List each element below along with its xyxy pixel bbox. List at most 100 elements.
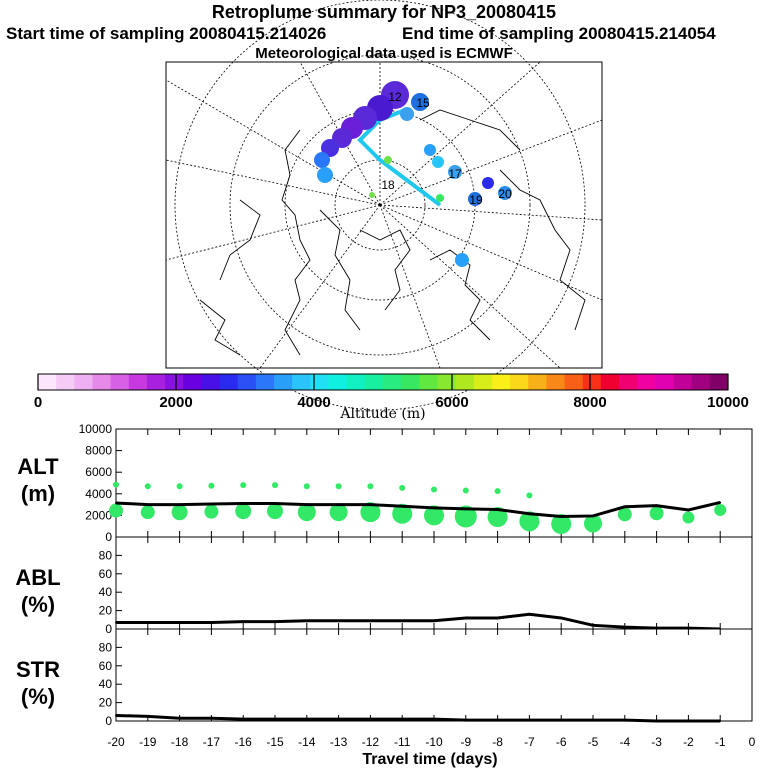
colorbar-swatch: [437, 374, 457, 390]
y-tick-label: 0: [105, 622, 112, 636]
alt-series-line: [115, 500, 721, 518]
colorbar-swatch: [364, 374, 384, 390]
str-data-point: [401, 718, 404, 721]
alt-plume-bubble: [208, 482, 215, 489]
str-data-point: [623, 719, 626, 722]
alt-data-point: [401, 505, 404, 508]
colorbar-swatch: [510, 374, 529, 390]
str-data-point: [115, 714, 117, 717]
alt-plume-bubble: [176, 483, 183, 490]
str-data-point: [433, 718, 435, 721]
plume-cluster-dot: [482, 177, 494, 189]
x-tick-label: -2: [683, 735, 694, 749]
str-data-point: [274, 718, 276, 721]
polar-map: 15 17 19 20 12 18: [165, 0, 603, 411]
plume-cluster-dot: [436, 194, 444, 202]
str-data-point: [305, 718, 308, 721]
x-tick-label: -9: [460, 735, 471, 749]
plume-cluster-dot: [317, 167, 333, 183]
colorbar-swatch: [401, 374, 420, 390]
x-tick-label: -10: [425, 735, 443, 749]
alt-plume-bubble: [113, 481, 119, 488]
colorbar-swatch: [655, 374, 675, 390]
colorbar-swatch: [92, 374, 112, 390]
abl-data-point: [242, 620, 245, 623]
start-time-label: Start time of sampling 20080415.214026: [6, 24, 327, 43]
x-tick-label: -1: [715, 735, 726, 749]
x-tick-label: -13: [330, 735, 348, 749]
alt-plume-bubble: [144, 483, 151, 490]
cluster-label: 19: [469, 193, 483, 207]
altitude-colorbar: 0 2000 4000 6000 8000 10000 Altitude (m): [34, 373, 749, 422]
colorbar-swatch: [419, 374, 438, 390]
x-tick-label: -15: [266, 735, 284, 749]
alt-plume-bubble: [526, 492, 533, 499]
abl-data-point: [496, 616, 499, 619]
alt-plume-bubble: [519, 511, 540, 532]
alt-plume-bubble: [454, 505, 477, 528]
alt-plume-bubble: [399, 484, 406, 491]
panel-unit: (%): [21, 684, 55, 709]
panel-frame: [115, 536, 753, 630]
cluster-label: 18: [381, 178, 395, 192]
abl-data-point: [623, 626, 626, 629]
x-tick-label: -3: [651, 735, 662, 749]
y-tick-label: 40: [99, 585, 113, 599]
panel-frame: [115, 628, 753, 722]
alt-plume-bubble: [431, 486, 437, 493]
plume-cluster-dot: [400, 107, 414, 121]
panel-label: ALT: [17, 454, 59, 479]
str-data-point: [655, 720, 658, 722]
alt-plume-bubble: [109, 503, 123, 518]
str-data-point: [464, 719, 467, 722]
plume-cluster-dot: [432, 156, 444, 168]
y-tick-label: 0: [105, 530, 112, 544]
cluster-label: 15: [416, 96, 430, 110]
colorbar-swatch: [455, 374, 475, 390]
alt-plume-bubble: [462, 487, 469, 494]
alt-data-point: [496, 508, 499, 511]
x-tick-label: -18: [171, 735, 189, 749]
alt-plume-bubble: [682, 511, 695, 524]
alt-plume-bubble: [267, 503, 283, 520]
colorbar-swatch: [56, 374, 75, 390]
str-data-point: [528, 719, 531, 722]
alt-plume-bubble: [617, 507, 632, 522]
plume-cluster-dot: [498, 186, 512, 200]
y-tick-label: 80: [99, 548, 113, 562]
alt-plume-bubble: [329, 503, 348, 522]
colorbar-swatch: [201, 374, 221, 390]
panel-label: ABL: [15, 565, 60, 590]
alt-plume-bubble: [235, 503, 252, 520]
str-data-point: [496, 719, 499, 722]
alt-data-point: [464, 507, 467, 510]
plume-cluster-dot: [455, 253, 469, 267]
x-tick-label: -4: [619, 735, 630, 749]
alt-data-point: [210, 503, 213, 506]
x-tick-label: -6: [556, 735, 567, 749]
colorbar-swatch: [709, 374, 729, 390]
colorbar-tick-label: 8000: [573, 394, 606, 411]
alt-data-point: [687, 509, 690, 511]
colorbar-tick-label: 10000: [707, 394, 749, 411]
panel-label: STR: [16, 657, 60, 682]
colorbar-swatch: [165, 374, 184, 390]
alt-data-point: [305, 503, 308, 506]
colorbar-swatch: [473, 374, 493, 390]
alt-data-point: [528, 512, 531, 515]
colorbar-swatch: [38, 374, 57, 390]
colorbar-swatch: [146, 374, 166, 390]
alt-plume-bubble: [494, 488, 501, 495]
colorbar-swatch: [564, 374, 584, 390]
alt-data-point: [337, 503, 340, 506]
colorbar-swatch: [255, 374, 275, 390]
alt-data-point: [274, 502, 276, 505]
colorbar-tick-label: 2000: [159, 394, 192, 411]
alt-data-point: [719, 501, 722, 504]
abl-data-point: [146, 621, 149, 624]
alt-plume-bubble: [424, 505, 444, 526]
colorbar-swatch: [673, 374, 693, 390]
abl-data-point: [115, 621, 117, 624]
abl-data-point: [337, 619, 340, 622]
